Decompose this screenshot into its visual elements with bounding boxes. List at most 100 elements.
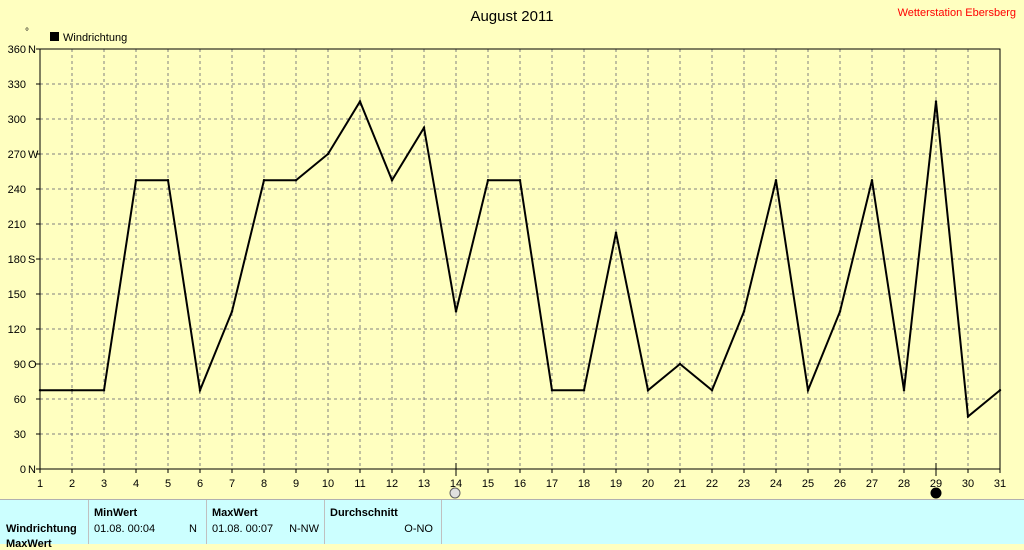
x-tick-label: 7 [229, 478, 235, 490]
y-tick-label: 210 [8, 219, 26, 231]
y-tick-label: 360 [8, 44, 26, 56]
x-tick-label: 26 [834, 478, 846, 490]
x-tick-label: 19 [610, 478, 622, 490]
series-windrichtung [38, 99, 1002, 419]
y-tick-direction: W [28, 149, 39, 161]
x-tick-label: 21 [674, 478, 686, 490]
data-point [838, 310, 842, 313]
x-tick-label: 1 [37, 478, 43, 490]
plot-frame [39, 48, 1001, 470]
x-tick-label: 5 [165, 478, 171, 490]
data-point [38, 389, 42, 392]
data-point [614, 231, 618, 234]
x-tick-label: 23 [738, 478, 750, 490]
x-tick-label: 30 [962, 478, 974, 490]
x-tick-label: 3 [101, 478, 107, 490]
x-tick-label: 11 [354, 478, 365, 490]
min-value: N [189, 523, 197, 535]
data-point [262, 179, 266, 182]
y-tick-label: 0 [20, 464, 26, 476]
data-point [582, 389, 586, 392]
y-unit-label: ° [25, 27, 29, 38]
data-point [358, 100, 362, 103]
data-point [518, 179, 522, 182]
x-tick-label: 13 [418, 478, 430, 490]
x-tick-label: 16 [514, 478, 526, 490]
legend-label: Windrichtung [63, 32, 127, 44]
max-value: N-NW [289, 523, 319, 535]
y-tick-direction: S [28, 254, 35, 266]
y-tick-label: 300 [8, 114, 26, 126]
new-moon-icon [930, 487, 942, 499]
x-tick-label: 31 [994, 478, 1006, 490]
x-tick-label: 20 [642, 478, 654, 490]
data-point [934, 100, 938, 103]
summary-avg-column: Durchschnitt O-NO [325, 500, 442, 544]
data-point [902, 389, 906, 392]
data-point [646, 389, 650, 392]
data-point [870, 179, 874, 182]
data-point [486, 179, 490, 182]
data-point [774, 179, 778, 182]
y-tick-label: 330 [8, 79, 26, 91]
summary-row-label: Windrichtung [6, 523, 77, 535]
avg-value: O-NO [404, 523, 433, 535]
data-point [806, 389, 810, 392]
summary-row-labels: Windrichtung MaxWert [0, 500, 89, 550]
station-name: Wetterstation Ebersberg [898, 7, 1016, 19]
x-tick-label: 10 [322, 478, 334, 490]
data-point [422, 126, 426, 129]
data-point [102, 389, 106, 392]
avg-header: Durchschnitt [330, 507, 398, 519]
x-tick-label: 29 [930, 478, 942, 490]
x-tick-label: 8 [261, 478, 267, 490]
y-tick-label: 270 [8, 149, 26, 161]
y-tick-label: 180 [8, 254, 26, 266]
x-tick-label: 28 [898, 478, 910, 490]
grid [40, 48, 1000, 469]
y-tick-direction: N [28, 44, 36, 56]
data-point [70, 389, 74, 392]
y-tick-direction: N [28, 464, 36, 476]
data-point [294, 179, 298, 182]
data-point [134, 179, 138, 182]
x-tick-label: 24 [770, 478, 782, 490]
data-point [198, 389, 202, 392]
data-point [710, 389, 714, 392]
moon-phases [449, 463, 942, 499]
data-point [230, 310, 234, 313]
summary-table: Windrichtung MaxWert MinWert 01.08. 00:0… [0, 499, 1024, 550]
legend-swatch [50, 32, 59, 41]
data-point [966, 415, 970, 418]
y-tick-label: 30 [14, 429, 26, 441]
x-tick-label: 22 [706, 478, 718, 490]
x-tick-label: 9 [293, 478, 299, 490]
y-tick-label: 150 [8, 289, 26, 301]
summary-max-column: MaxWert 01.08. 00:07 N-NW [207, 500, 325, 544]
data-point [742, 310, 746, 313]
summary-row-label-2: MaxWert [6, 538, 52, 550]
y-tick-label: 90 [14, 359, 26, 371]
chart: August 2011 Wetterstation Ebersberg ° Wi… [8, 7, 1016, 499]
data-point [550, 389, 554, 392]
data-point [326, 152, 330, 156]
x-tick-label: 25 [802, 478, 814, 490]
min-datetime: 01.08. 00:04 [94, 523, 156, 535]
y-tick-direction: O [28, 359, 37, 371]
summary-min-column: MinWert 01.08. 00:04 N [89, 500, 207, 544]
data-point [390, 179, 394, 182]
x-tick-label: 2 [69, 478, 75, 490]
max-header: MaxWert [212, 507, 258, 519]
x-tick-label: 15 [482, 478, 494, 490]
x-tick-label: 18 [578, 478, 590, 490]
x-tick-label: 4 [133, 478, 139, 490]
max-datetime: 01.08. 00:07 [212, 523, 274, 535]
x-tick-label: 14 [450, 478, 462, 490]
data-point [678, 362, 682, 366]
min-header: MinWert [94, 507, 138, 519]
data-point [166, 179, 170, 182]
chart-title: August 2011 [470, 8, 553, 25]
x-tick-label: 12 [386, 478, 398, 490]
full-moon-icon [449, 487, 461, 499]
